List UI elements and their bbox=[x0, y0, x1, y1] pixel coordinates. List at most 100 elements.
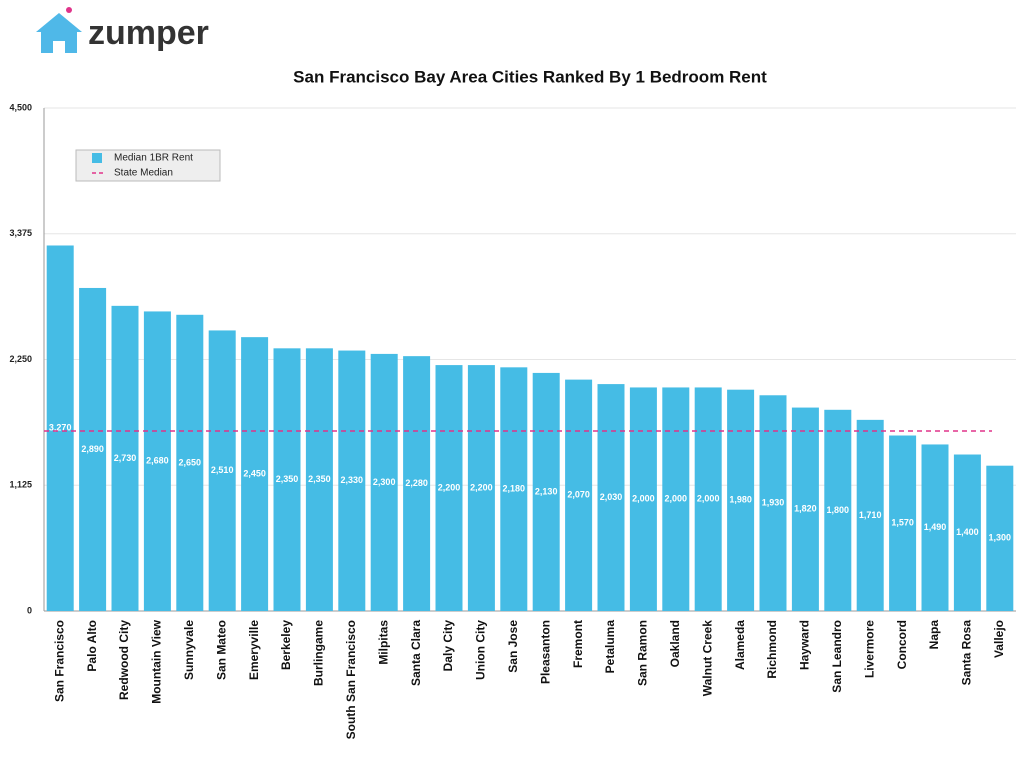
data-label: 2,330 bbox=[341, 475, 364, 485]
y-tick-label: 1,125 bbox=[9, 480, 32, 490]
bar bbox=[370, 353, 398, 611]
bar bbox=[143, 311, 171, 611]
bar bbox=[889, 435, 917, 611]
bar bbox=[273, 348, 301, 611]
y-tick-label: 4,500 bbox=[9, 102, 32, 112]
y-tick-label: 0 bbox=[27, 605, 32, 615]
x-tick-label: Emeryville bbox=[247, 620, 261, 680]
x-tick-label: San Mateo bbox=[214, 620, 228, 680]
bar bbox=[338, 350, 366, 611]
data-label: 2,350 bbox=[308, 474, 331, 484]
data-label: 1,570 bbox=[891, 518, 914, 528]
data-label: 2,450 bbox=[243, 468, 266, 478]
bar bbox=[46, 245, 74, 611]
bar bbox=[629, 387, 657, 611]
x-tick-label: Napa bbox=[927, 620, 941, 650]
data-label: 2,000 bbox=[665, 494, 688, 504]
bar bbox=[435, 365, 463, 611]
x-tick-label: Petaluma bbox=[603, 620, 617, 674]
x-tick-label: San Ramon bbox=[636, 620, 650, 686]
x-tick-label: Palo Alto bbox=[85, 620, 99, 672]
bar bbox=[824, 409, 852, 611]
bar bbox=[694, 387, 722, 611]
x-tick-label: Walnut Creek bbox=[700, 620, 714, 697]
x-tick-label: Burlingame bbox=[312, 620, 326, 686]
data-label: 2,200 bbox=[470, 482, 493, 492]
data-label: 2,280 bbox=[405, 478, 428, 488]
data-label: 2,650 bbox=[179, 457, 202, 467]
x-tick-label: Santa Clara bbox=[409, 620, 423, 686]
bar bbox=[208, 330, 236, 611]
data-label: 2,000 bbox=[632, 494, 655, 504]
data-label: 2,070 bbox=[567, 490, 590, 500]
data-label: 2,000 bbox=[697, 494, 720, 504]
bar bbox=[241, 337, 269, 611]
x-tick-label: Pleasanton bbox=[538, 620, 552, 684]
data-label: 2,030 bbox=[600, 492, 623, 502]
logo-icon bbox=[36, 7, 82, 53]
x-tick-label: San Jose bbox=[506, 620, 520, 673]
x-tick-label: Fremont bbox=[571, 620, 585, 668]
x-tick-label: Richmond bbox=[765, 620, 779, 679]
bar bbox=[856, 419, 884, 611]
x-tick-label: Santa Rosa bbox=[960, 620, 974, 686]
chart-title: San Francisco Bay Area Cities Ranked By … bbox=[293, 67, 767, 86]
y-tick-label: 2,250 bbox=[9, 354, 32, 364]
data-label: 1,980 bbox=[729, 495, 752, 505]
x-tick-label: San Francisco bbox=[52, 620, 66, 702]
data-label: 1,710 bbox=[859, 510, 882, 520]
data-label: 2,200 bbox=[438, 482, 461, 492]
x-tick-label: South San Francisco bbox=[344, 620, 358, 739]
bar bbox=[176, 314, 204, 611]
data-label: 2,130 bbox=[535, 486, 558, 496]
data-label: 3,270 bbox=[49, 423, 72, 433]
bar bbox=[953, 454, 981, 611]
bar bbox=[921, 444, 949, 611]
x-tick-label: Redwood City bbox=[117, 620, 131, 700]
legend-label: State Median bbox=[114, 168, 173, 179]
data-label: 2,890 bbox=[81, 444, 104, 454]
bar bbox=[532, 372, 560, 611]
x-tick-label: Milpitas bbox=[376, 620, 390, 665]
data-label: 2,300 bbox=[373, 477, 396, 487]
x-tick-label: Union City bbox=[474, 620, 488, 680]
bar bbox=[467, 365, 495, 611]
bar bbox=[500, 367, 528, 611]
bar bbox=[662, 387, 690, 611]
x-tick-label: Mountain View bbox=[150, 619, 164, 703]
x-tick-label: Oakland bbox=[668, 620, 682, 667]
logo-text: zumper bbox=[88, 14, 209, 52]
data-label: 1,400 bbox=[956, 527, 979, 537]
bar bbox=[565, 379, 593, 611]
x-tick-label: Sunnyvale bbox=[182, 620, 196, 680]
x-tick-label: Daly City bbox=[441, 620, 455, 672]
data-label: 2,180 bbox=[503, 484, 526, 494]
data-label: 1,490 bbox=[924, 522, 947, 532]
bar bbox=[986, 465, 1014, 611]
y-tick-label: 3,375 bbox=[9, 228, 32, 238]
x-tick-label: Concord bbox=[895, 620, 909, 669]
bar bbox=[597, 384, 625, 611]
data-label: 2,680 bbox=[146, 456, 169, 466]
data-label: 2,350 bbox=[276, 474, 299, 484]
bar bbox=[791, 407, 819, 611]
data-label: 1,820 bbox=[794, 504, 817, 514]
x-tick-label: Hayward bbox=[798, 620, 812, 670]
x-tick-label: San Leandro bbox=[830, 620, 844, 693]
data-label: 1,300 bbox=[989, 533, 1012, 543]
x-tick-label: Livermore bbox=[862, 620, 876, 678]
data-label: 1,930 bbox=[762, 498, 785, 508]
x-tick-label: Vallejo bbox=[992, 620, 1006, 658]
x-tick-label: Alameda bbox=[733, 620, 747, 670]
bar bbox=[403, 356, 431, 611]
x-tick-label: Berkeley bbox=[279, 620, 293, 670]
legend-label: Median 1BR Rent bbox=[114, 153, 193, 164]
data-label: 2,510 bbox=[211, 465, 234, 475]
data-label: 2,730 bbox=[114, 453, 137, 463]
bar bbox=[305, 348, 333, 611]
bar bbox=[727, 389, 755, 611]
data-label: 1,800 bbox=[827, 505, 850, 515]
bar bbox=[111, 305, 139, 611]
